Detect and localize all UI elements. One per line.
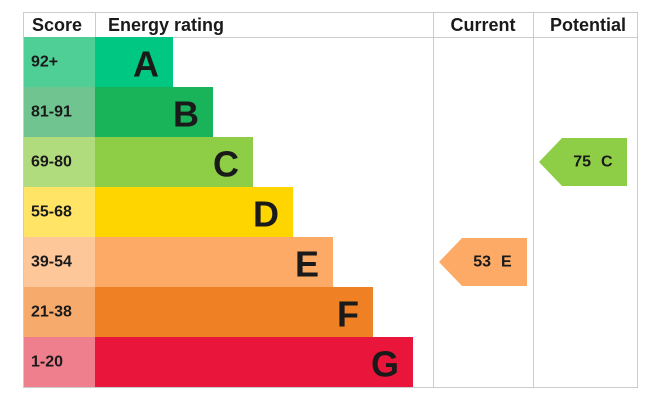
header: Score — [32, 15, 82, 35]
header: Current — [450, 15, 515, 35]
rating-letter: G — [371, 344, 399, 385]
current-arrow — [439, 238, 527, 286]
rating-bar — [95, 287, 373, 337]
frame — [23, 12, 638, 388]
current-value: 53 — [473, 254, 491, 271]
potential-letter: C — [601, 154, 613, 171]
rating-bar — [95, 187, 293, 237]
rating-bar — [95, 137, 253, 187]
rating-bar — [95, 37, 173, 87]
score-range: 39-54 — [31, 254, 72, 271]
rating-letter: B — [173, 94, 199, 135]
score-range: 21-38 — [31, 304, 72, 321]
score-cell — [24, 237, 95, 287]
header: Potential — [550, 15, 626, 35]
score-range: 55-68 — [31, 204, 72, 221]
rating-letter: F — [337, 294, 359, 335]
score-cell — [24, 187, 95, 237]
rating-bar — [95, 337, 413, 387]
score-cell — [24, 37, 95, 87]
score-cell — [24, 87, 95, 137]
rating-letter: C — [213, 144, 239, 185]
score-range: 92+ — [31, 54, 58, 71]
score-range: 81-91 — [31, 104, 72, 121]
rating-bar — [95, 237, 333, 287]
rating-letter: E — [295, 244, 319, 285]
rating-bar — [95, 87, 213, 137]
score-range: 1-20 — [31, 354, 63, 371]
current-letter: E — [501, 254, 512, 271]
score-cell — [24, 287, 95, 337]
score-cell — [24, 137, 95, 187]
rating-letter: A — [133, 44, 159, 85]
score-cell — [24, 337, 95, 387]
rating-letter: D — [253, 194, 279, 235]
score-range: 69-80 — [31, 154, 72, 171]
potential-arrow — [539, 138, 627, 186]
potential-value: 75 — [573, 154, 591, 171]
header: Energy rating — [108, 15, 224, 35]
